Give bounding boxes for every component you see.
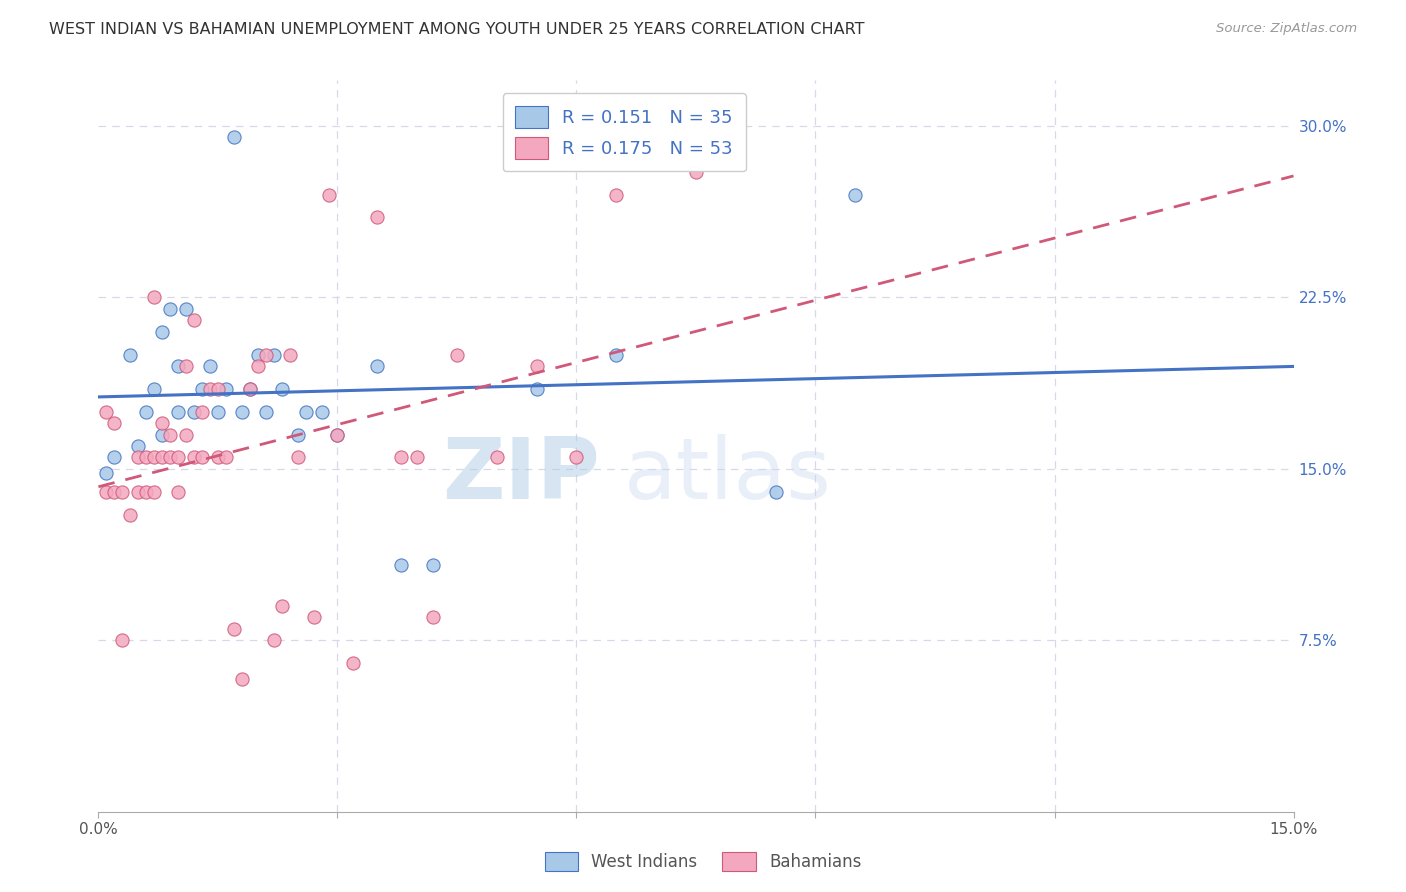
Point bbox=[135, 484, 157, 499]
Text: WEST INDIAN VS BAHAMIAN UNEMPLOYMENT AMONG YOUTH UNDER 25 YEARS CORRELATION CHAR: WEST INDIAN VS BAHAMIAN UNEMPLOYMENT AMO… bbox=[49, 22, 865, 37]
Point bbox=[685, 164, 707, 178]
Point bbox=[159, 301, 181, 316]
Point bbox=[222, 622, 245, 636]
Point bbox=[287, 450, 309, 465]
Point bbox=[150, 450, 173, 465]
Point bbox=[389, 558, 412, 572]
Point bbox=[127, 450, 149, 465]
Point bbox=[446, 347, 468, 362]
Point bbox=[207, 405, 229, 419]
Point bbox=[422, 558, 444, 572]
Point bbox=[294, 405, 316, 419]
Point bbox=[191, 450, 214, 465]
Point bbox=[231, 672, 253, 686]
Point bbox=[127, 484, 149, 499]
Point bbox=[135, 450, 157, 465]
Point bbox=[111, 633, 134, 648]
Point bbox=[174, 427, 197, 442]
Point bbox=[143, 290, 166, 304]
Point bbox=[270, 599, 292, 613]
Point bbox=[231, 405, 253, 419]
Point bbox=[150, 325, 173, 339]
Point bbox=[167, 484, 190, 499]
Text: ZIP: ZIP bbox=[443, 434, 600, 516]
Point bbox=[215, 382, 238, 396]
Point bbox=[605, 347, 627, 362]
Point bbox=[174, 359, 197, 373]
Point bbox=[207, 450, 229, 465]
Point bbox=[526, 382, 548, 396]
Point bbox=[150, 427, 173, 442]
Text: atlas: atlas bbox=[624, 434, 832, 516]
Point bbox=[143, 450, 166, 465]
Point bbox=[278, 347, 301, 362]
Point bbox=[191, 405, 214, 419]
Point bbox=[254, 347, 277, 362]
Point bbox=[120, 347, 142, 362]
Point bbox=[183, 405, 205, 419]
Point bbox=[239, 382, 262, 396]
Point bbox=[111, 484, 134, 499]
Point bbox=[302, 610, 325, 624]
Point bbox=[342, 656, 364, 670]
Point bbox=[167, 405, 190, 419]
Point bbox=[270, 382, 292, 396]
Point bbox=[120, 508, 142, 522]
Point bbox=[318, 187, 340, 202]
Point bbox=[167, 450, 190, 465]
Point bbox=[96, 484, 118, 499]
Point bbox=[389, 450, 412, 465]
Point bbox=[150, 416, 173, 430]
Point bbox=[239, 382, 262, 396]
Point bbox=[159, 450, 181, 465]
Point bbox=[485, 450, 508, 465]
Point bbox=[406, 450, 429, 465]
Point bbox=[167, 359, 190, 373]
Point bbox=[215, 450, 238, 465]
Point bbox=[765, 484, 787, 499]
Point bbox=[198, 382, 221, 396]
Point bbox=[159, 427, 181, 442]
Point bbox=[422, 610, 444, 624]
Point bbox=[526, 359, 548, 373]
Point bbox=[366, 211, 388, 225]
Point bbox=[198, 359, 221, 373]
Point bbox=[191, 382, 214, 396]
Point bbox=[246, 347, 269, 362]
Point bbox=[311, 405, 333, 419]
Point bbox=[96, 467, 118, 481]
Point bbox=[263, 633, 285, 648]
Point bbox=[183, 313, 205, 327]
Point bbox=[143, 382, 166, 396]
Point bbox=[326, 427, 349, 442]
Point bbox=[103, 484, 125, 499]
Legend: West Indians, Bahamians: West Indians, Bahamians bbox=[536, 843, 870, 880]
Point bbox=[183, 450, 205, 465]
Point bbox=[263, 347, 285, 362]
Point bbox=[844, 187, 866, 202]
Point bbox=[254, 405, 277, 419]
Point bbox=[96, 405, 118, 419]
Point bbox=[135, 405, 157, 419]
Point bbox=[103, 416, 125, 430]
Point bbox=[103, 450, 125, 465]
Point bbox=[366, 359, 388, 373]
Point bbox=[174, 301, 197, 316]
Point bbox=[326, 427, 349, 442]
Point bbox=[207, 382, 229, 396]
Point bbox=[246, 359, 269, 373]
Point bbox=[605, 187, 627, 202]
Point bbox=[287, 427, 309, 442]
Point bbox=[565, 450, 588, 465]
Point bbox=[143, 484, 166, 499]
Legend: R = 0.151   N = 35, R = 0.175   N = 53: R = 0.151 N = 35, R = 0.175 N = 53 bbox=[503, 93, 745, 171]
Point bbox=[127, 439, 149, 453]
Point bbox=[222, 130, 245, 145]
Text: Source: ZipAtlas.com: Source: ZipAtlas.com bbox=[1216, 22, 1357, 36]
